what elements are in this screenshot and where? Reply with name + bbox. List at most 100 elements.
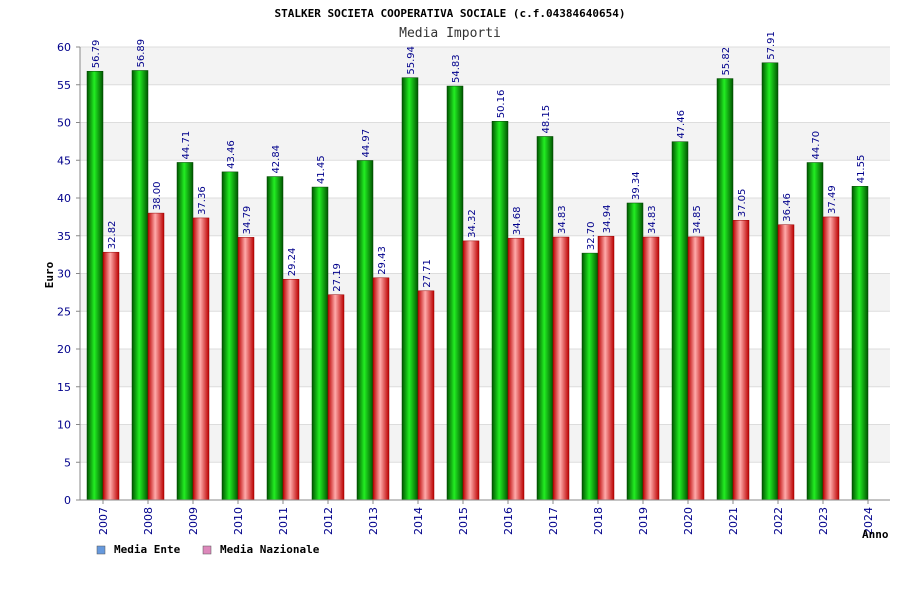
data-label: 34.83 — [557, 205, 568, 234]
bar-media-nazionale — [327, 294, 345, 501]
y-tick-label: 40 — [57, 192, 71, 205]
bar-media-ente — [581, 252, 599, 501]
y-tick-label: 45 — [57, 154, 71, 167]
y-axis-label: Euro — [43, 261, 56, 288]
data-label: 39.34 — [631, 171, 642, 200]
bar-media-nazionale — [237, 237, 255, 501]
bar-media-ente — [671, 141, 689, 501]
legend-swatch — [202, 545, 212, 555]
grid-band — [80, 424, 890, 463]
x-tick-label: 2020 — [682, 507, 695, 535]
x-tick-label: 2010 — [232, 507, 245, 535]
bar-media-nazionale — [777, 224, 795, 501]
data-label: 56.89 — [136, 39, 147, 68]
x-tick-label: 2013 — [367, 507, 380, 535]
y-tick-label: 15 — [57, 381, 71, 394]
y-tick-label: 35 — [57, 230, 71, 243]
y-tick-label: 30 — [57, 268, 71, 281]
bar-media-ente — [131, 70, 149, 501]
legend-swatch — [96, 545, 106, 555]
legend-label: Media Ente — [114, 543, 181, 556]
bar-media-ente — [446, 85, 464, 501]
data-label: 47.46 — [676, 110, 687, 139]
grid-band — [80, 47, 890, 85]
bar-media-nazionale — [552, 236, 570, 501]
x-tick-label: 2014 — [412, 507, 425, 535]
y-tick-label: 55 — [57, 79, 71, 92]
legend-item: Media Nazionale — [202, 543, 320, 556]
y-tick-label: 50 — [57, 117, 71, 130]
data-label: 36.46 — [782, 193, 793, 222]
bar-media-ente — [806, 162, 824, 501]
data-label: 34.32 — [467, 209, 478, 238]
bar-media-ente — [761, 62, 779, 501]
x-tick-label: 2012 — [322, 507, 335, 535]
bar-media-nazionale — [147, 212, 165, 501]
data-label: 34.83 — [647, 205, 658, 234]
y-tick-label: 60 — [57, 41, 71, 54]
bar-media-nazionale — [642, 236, 660, 501]
chart-subtitle: Media Importi — [399, 26, 501, 41]
data-label: 54.83 — [451, 54, 462, 83]
bar-media-nazionale — [372, 277, 390, 501]
bar-media-ente — [536, 136, 554, 501]
data-label: 37.05 — [737, 189, 748, 218]
bar-media-ente — [221, 171, 239, 501]
x-tick-label: 2015 — [457, 507, 470, 535]
data-label: 29.24 — [287, 248, 298, 277]
x-tick-label: 2023 — [817, 507, 830, 535]
bar-media-ente — [311, 186, 329, 501]
data-label: 38.00 — [152, 181, 163, 210]
grid-band — [80, 349, 890, 387]
grid-band — [80, 273, 890, 312]
bar-media-ente — [716, 78, 734, 501]
bar-media-ente — [176, 162, 194, 501]
x-tick-label: 2017 — [547, 507, 560, 535]
y-tick-label: 10 — [57, 419, 71, 432]
data-label: 44.70 — [811, 131, 822, 160]
data-label: 34.85 — [692, 205, 703, 234]
bar-media-nazionale — [732, 220, 750, 501]
legend-label: Media Nazionale — [220, 543, 320, 556]
x-tick-label: 2007 — [97, 507, 110, 535]
data-label: 41.55 — [856, 155, 867, 184]
y-tick-label: 5 — [64, 456, 71, 469]
data-label: 37.49 — [827, 185, 838, 214]
bar-media-ente — [626, 202, 644, 501]
bar-media-ente — [851, 186, 869, 501]
data-label: 27.19 — [332, 263, 343, 292]
data-label: 27.71 — [422, 259, 433, 288]
data-label: 44.97 — [361, 129, 372, 158]
x-tick-label: 2021 — [727, 507, 740, 535]
data-label: 41.45 — [316, 155, 327, 184]
data-label: 32.82 — [107, 221, 118, 250]
bar-media-ente — [266, 176, 284, 501]
data-label: 42.84 — [271, 145, 282, 174]
data-label: 32.70 — [586, 221, 597, 250]
chart-title: STALKER SOCIETA COOPERATIVA SOCIALE (c.f… — [275, 7, 626, 20]
data-label: 55.82 — [721, 47, 732, 76]
bar-media-ente — [86, 70, 104, 501]
bar-media-ente — [491, 121, 509, 501]
x-tick-label: 2016 — [502, 507, 515, 535]
x-tick-label: 2018 — [592, 507, 605, 535]
data-label: 43.46 — [226, 140, 237, 169]
data-label: 37.36 — [197, 186, 208, 215]
data-label: 55.94 — [406, 46, 417, 75]
bar-media-nazionale — [822, 216, 840, 501]
x-tick-label: 2009 — [187, 507, 200, 535]
grid-band — [80, 198, 890, 236]
data-label: 48.15 — [541, 105, 552, 134]
data-label: 34.68 — [512, 207, 523, 236]
x-tick-label: 2022 — [772, 507, 785, 535]
bar-media-nazionale — [462, 240, 480, 501]
data-label: 57.91 — [766, 31, 777, 60]
x-tick-label: 2024 — [862, 507, 875, 535]
data-label: 56.79 — [91, 40, 102, 69]
x-tick-label: 2011 — [277, 507, 290, 535]
bar-media-nazionale — [597, 235, 615, 501]
y-tick-label: 25 — [57, 305, 71, 318]
bar-media-nazionale — [282, 278, 300, 501]
